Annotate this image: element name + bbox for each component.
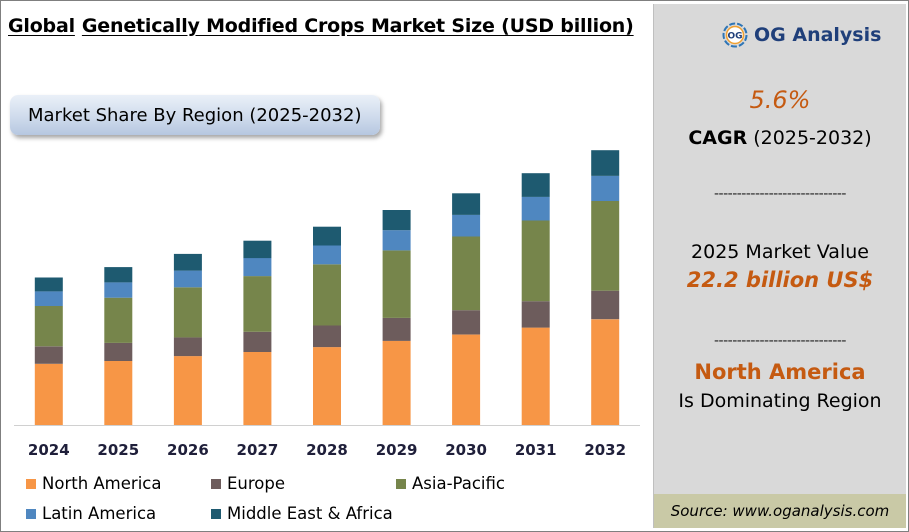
cagr-value: 5.6% — [749, 86, 811, 114]
legend-label: Middle East & Africa — [227, 504, 393, 523]
bar-2025-europe — [104, 342, 133, 361]
x-tick-label-2028: 2028 — [306, 441, 348, 459]
legend-label: North America — [42, 474, 162, 493]
cagr-label: CAGR (2025-2032) — [654, 127, 906, 149]
bar-2030-latin-america — [452, 214, 481, 237]
bar-2029-asia-pacific — [382, 250, 411, 318]
bar-2032-north-america — [591, 319, 620, 425]
bar-2024-europe — [34, 346, 63, 364]
bar-2032-latin-america — [591, 176, 620, 201]
bar-2028-asia-pacific — [313, 264, 341, 326]
x-tick-label-2027: 2027 — [237, 441, 279, 459]
bar-2030-middle-east-africa — [452, 193, 481, 215]
x-tick-label-2031: 2031 — [515, 441, 557, 459]
x-tick-label-2029: 2029 — [376, 441, 418, 459]
legend-swatch — [211, 508, 221, 519]
bar-2031-north-america — [521, 327, 550, 425]
x-tick-label-2030: 2030 — [445, 441, 487, 459]
bar-2028-latin-america — [313, 245, 341, 265]
bar-2030-europe — [452, 310, 481, 335]
bar-2025-asia-pacific — [104, 297, 133, 343]
bar-2029-north-america — [382, 340, 411, 425]
bar-2027-europe — [243, 331, 272, 352]
bar-2026-latin-america — [173, 270, 202, 288]
chart-title: Global Genetically Modified Crops Market … — [8, 15, 634, 37]
title-part-global: Global — [8, 15, 75, 37]
bar-2024-middle-east-africa — [34, 277, 63, 292]
legend-item-middle-east-africa: Middle East & Africa — [211, 504, 393, 523]
bar-2030-north-america — [452, 334, 481, 425]
bar-2026-north-america — [173, 356, 202, 425]
summary-panel: OG OG Analysis 5.6% CAGR (2025-2032) ---… — [653, 4, 906, 528]
bars-group — [34, 150, 620, 425]
bar-2027-middle-east-africa — [243, 240, 272, 259]
bar-2025-middle-east-africa — [104, 267, 133, 283]
bar-2027-latin-america — [243, 258, 272, 277]
bar-2029-middle-east-africa — [382, 210, 411, 231]
bar-2032-middle-east-africa — [591, 150, 620, 176]
bar-2031-europe — [521, 301, 550, 328]
source-bar: Source: www.oganalysis.com — [654, 494, 906, 528]
subtitle-banner: Market Share By Region (2025-2032) — [10, 95, 380, 135]
divider-2: ----------------------------- — [713, 333, 847, 349]
bar-2024-north-america — [34, 363, 63, 425]
bar-2031-latin-america — [521, 196, 550, 221]
legend-swatch — [26, 478, 36, 489]
x-tick-labels: 2024 2025 2026 2027 2028 2029 2030 2031 2032 — [28, 441, 626, 459]
bar-2026-asia-pacific — [173, 287, 202, 338]
bar-2025-latin-america — [104, 282, 133, 298]
market-value: 22.2 billion US$ — [686, 268, 874, 292]
bar-2030-asia-pacific — [452, 236, 481, 311]
x-tick-label-2025: 2025 — [97, 441, 139, 459]
bar-2029-latin-america — [382, 230, 411, 251]
svg-text:OG: OG — [727, 32, 742, 42]
dominating-region: North America — [694, 360, 866, 384]
legend-item-asia-pacific: Asia-Pacific — [396, 474, 505, 493]
chart-subtitle: Market Share By Region (2025-2032) — [28, 104, 362, 126]
title-part-main: Genetically Modified Crops Market Size (… — [81, 15, 634, 37]
x-tick-label-2024: 2024 — [28, 441, 70, 459]
og-analysis-logo: OG OG Analysis — [722, 22, 881, 48]
legend-item-north-america: North America — [26, 474, 161, 493]
legend-label: Europe — [227, 474, 286, 493]
legend-label: Latin America — [42, 504, 157, 523]
bar-2025-north-america — [104, 361, 133, 425]
bar-2026-middle-east-africa — [173, 253, 202, 271]
market-value-label: 2025 Market Value — [691, 241, 869, 263]
bar-2026-europe — [173, 337, 202, 357]
x-tick-label-2026: 2026 — [167, 441, 209, 459]
brand-name: OG Analysis — [754, 24, 882, 46]
source-text: Source: www.oganalysis.com — [670, 502, 890, 520]
bar-2028-europe — [313, 325, 341, 348]
bar-2032-asia-pacific — [591, 201, 620, 291]
bar-2027-north-america — [243, 352, 272, 425]
bar-2024-asia-pacific — [34, 306, 63, 347]
legend-swatch — [26, 508, 36, 519]
dominating-region-label: Is Dominating Region — [678, 390, 882, 412]
legend-swatch — [211, 478, 221, 489]
bar-2031-asia-pacific — [521, 220, 550, 302]
legend-label: Asia-Pacific — [412, 474, 505, 493]
bar-2024-latin-america — [34, 291, 63, 306]
chart-legend: North America Europe Asia-Pacific Latin Ame… — [26, 474, 586, 530]
bar-2028-north-america — [313, 347, 341, 425]
legend-item-latin-america: Latin America — [26, 504, 156, 523]
cagr-period: (2025-2032) — [753, 127, 872, 149]
bar-2032-europe — [591, 290, 620, 320]
bar-2027-asia-pacific — [243, 276, 272, 332]
bar-2028-middle-east-africa — [313, 226, 341, 246]
legend-swatch — [396, 478, 406, 489]
x-tick-label-2032: 2032 — [584, 441, 626, 459]
bar-2031-middle-east-africa — [521, 173, 550, 197]
cagr-label-text: CAGR — [688, 127, 748, 149]
bar-2029-europe — [382, 317, 411, 341]
divider-1: ----------------------------- — [713, 186, 847, 202]
stacked-bar-chart: 2024 2025 2026 2027 2028 2029 2030 2031 2032 — [14, 150, 640, 459]
logo-icon: OG — [722, 22, 748, 48]
legend-item-europe: Europe — [211, 474, 285, 493]
